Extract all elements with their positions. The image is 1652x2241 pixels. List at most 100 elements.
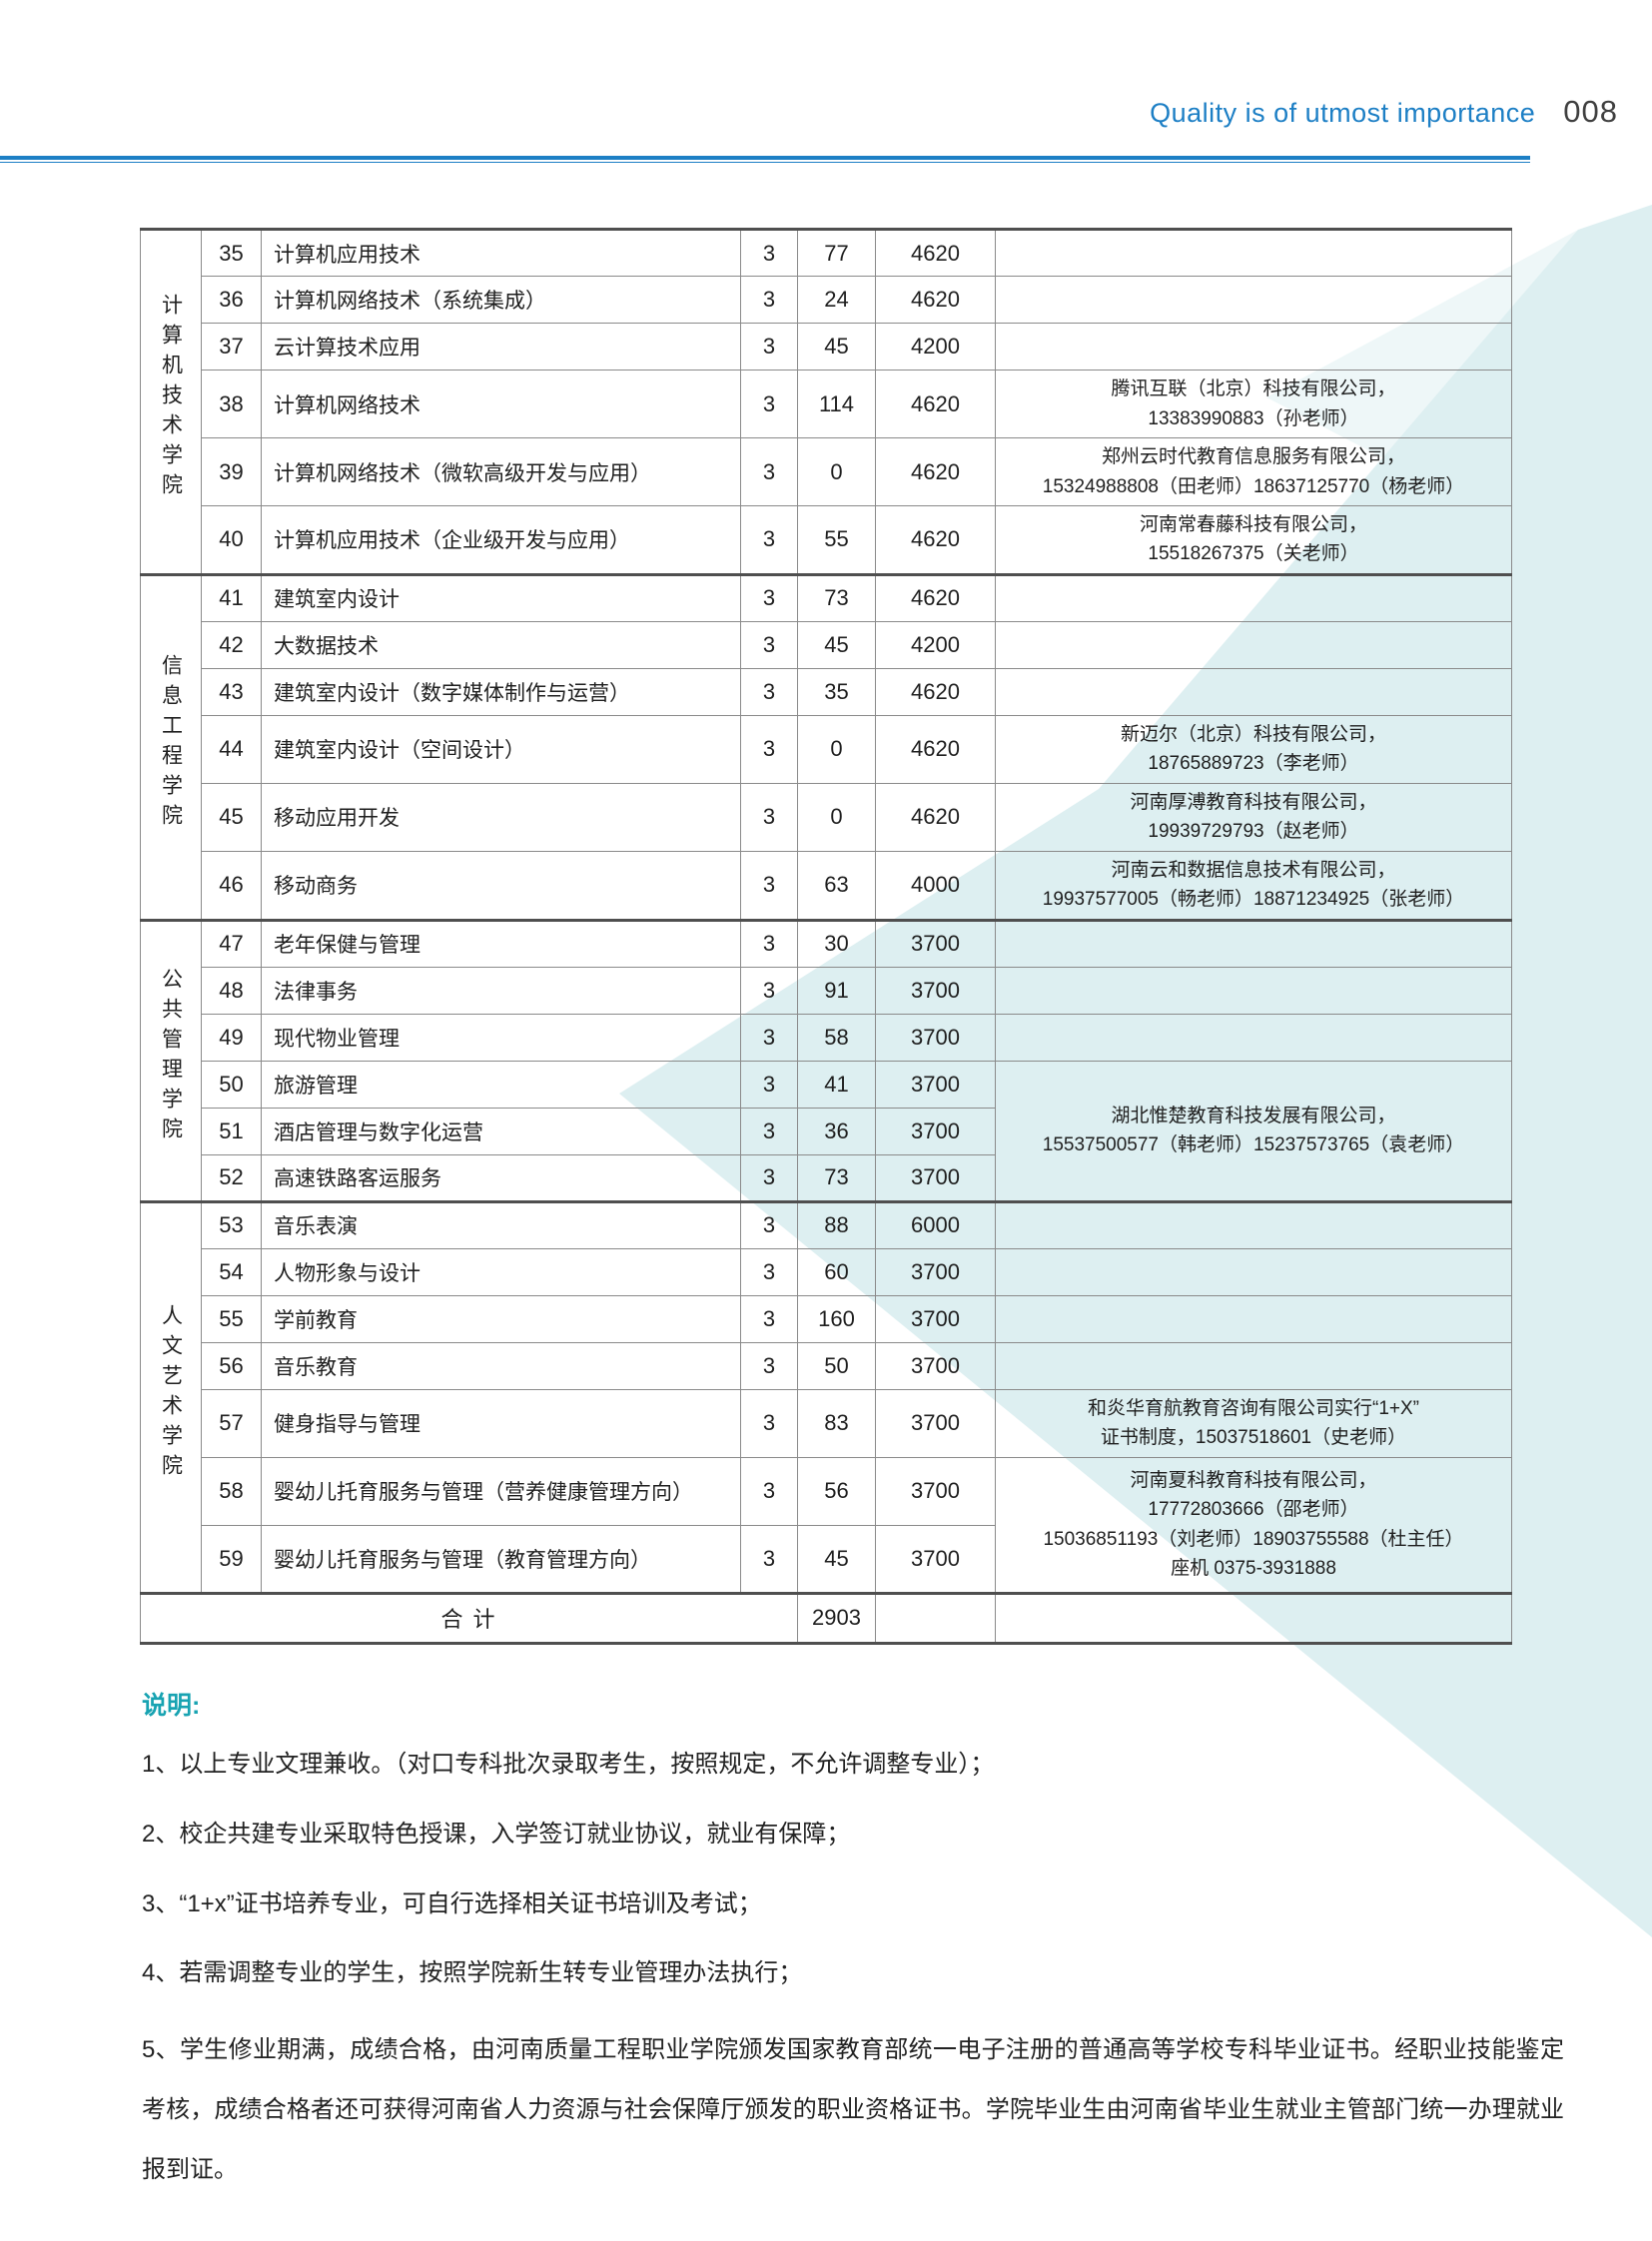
note-item: 2、校企共建专业采取特色授课，入学签订就业协议，就业有保障； (142, 1820, 851, 1848)
plan-count: 45 (797, 1524, 876, 1594)
study-years: 3 (740, 276, 798, 324)
table-row: 40 计算机应用技术（企业级开发与应用） 3 55 4620 河南常春藤科技有限… (141, 505, 1512, 575)
company-contact (995, 667, 1512, 716)
major-name: 建筑室内设计（数字媒体制作与运营） (261, 667, 741, 716)
table-row: 56 音乐教育 3 50 3700 (141, 1341, 1512, 1390)
plan-count: 160 (797, 1294, 876, 1343)
study-years: 3 (740, 437, 798, 506)
company-contact: 和炎华育航教育咨询有限公司实行“1+X” 证书制度，15037518601（史老… (995, 1388, 1512, 1458)
plan-count: 50 (797, 1341, 876, 1390)
plan-count: 56 (797, 1456, 876, 1526)
college-name: 信息工程学院 (159, 654, 183, 835)
row-number: 54 (201, 1247, 262, 1296)
tuition-fee: 4620 (875, 572, 996, 622)
row-number: 40 (201, 505, 262, 575)
company-contact (995, 229, 1512, 277)
row-number: 41 (201, 572, 262, 622)
plan-count: 77 (797, 229, 876, 277)
company-contact: 河南云和数据信息技术有限公司， 19937577005（畅老师）18871234… (995, 850, 1512, 921)
study-years: 3 (740, 620, 798, 669)
table-row: 37 云计算技术应用 3 45 4200 (141, 323, 1512, 371)
plan-count: 60 (797, 1247, 876, 1296)
study-years: 3 (740, 667, 798, 716)
tuition-fee: 3700 (875, 1456, 996, 1526)
page-header: Quality is of utmost importance 008 (1150, 94, 1618, 130)
tuition-fee: 3700 (875, 1013, 996, 1062)
row-number: 58 (201, 1456, 262, 1526)
tuition-fee: 4620 (875, 276, 996, 324)
note-item: 3、“1+x”证书培养专业，可自行选择相关证书培训及考试； (142, 1889, 762, 1917)
row-number: 56 (201, 1341, 262, 1390)
notes-section: 说明: 1、以上专业文理兼收。（对口专科批次录取考生，按照规定，不允许调整专业）… (142, 1686, 1564, 2200)
study-years: 3 (740, 505, 798, 575)
table-row: 46 移动商务 3 63 4000 河南云和数据信息技术有限公司， 199375… (141, 850, 1512, 921)
plan-count: 30 (797, 918, 876, 968)
company-contact (995, 1294, 1512, 1343)
company-contact (995, 276, 1512, 324)
plan-count: 114 (797, 370, 876, 438)
study-years: 3 (740, 1388, 798, 1458)
table-row: 42 大数据技术 3 45 4200 (141, 620, 1512, 669)
study-years: 3 (740, 1524, 798, 1594)
major-name: 学前教育 (261, 1294, 741, 1343)
plan-count: 55 (797, 505, 876, 575)
company-contact (995, 620, 1512, 669)
row-number: 57 (201, 1388, 262, 1458)
major-name: 音乐教育 (261, 1341, 741, 1390)
study-years: 3 (740, 782, 798, 852)
row-number: 51 (201, 1107, 262, 1155)
major-name: 音乐表演 (261, 1199, 741, 1249)
row-number: 37 (201, 323, 262, 371)
tuition-fee: 3700 (875, 1524, 996, 1594)
tuition-fee: 4200 (875, 620, 996, 669)
company-contact: 腾讯互联（北京）科技有限公司， 13383990883（孙老师） (995, 370, 1512, 438)
tuition-fee: 6000 (875, 1199, 996, 1249)
study-years: 3 (740, 1456, 798, 1526)
row-number: 48 (201, 966, 262, 1015)
table-row: 50 旅游管理 3 41 3700 湖北惟楚教育科技发展有限公司， 155375… (141, 1060, 1512, 1202)
study-years: 3 (740, 918, 798, 968)
major-name: 建筑室内设计（空间设计） (261, 714, 741, 784)
note-item: 1、以上专业文理兼收。（对口专科批次录取考生，按照规定，不允许调整专业）； (142, 1751, 995, 1778)
company-contact (995, 1341, 1512, 1390)
company-contact: 河南夏科教育科技有限公司， 17772803666（邵老师） 150368511… (995, 1456, 1512, 1594)
major-name: 酒店管理与数字化运营 (261, 1107, 741, 1155)
row-number: 45 (201, 782, 262, 852)
college-name-cell: 人文艺术学院 (140, 1199, 202, 1594)
tuition-fee: 3700 (875, 1153, 996, 1202)
tuition-fee: 4620 (875, 229, 996, 277)
major-name: 计算机应用技术 (261, 229, 741, 277)
page-number: 008 (1563, 94, 1618, 129)
major-name: 移动商务 (261, 850, 741, 921)
tuition-fee: 3700 (875, 1294, 996, 1343)
college-name-cell: 公共管理学院 (140, 918, 202, 1202)
major-name: 婴幼儿托育服务与管理（营养健康管理方向） (261, 1456, 741, 1526)
study-years: 3 (740, 1341, 798, 1390)
plan-count: 24 (797, 276, 876, 324)
company-contact: 郑州云时代教育信息服务有限公司， 15324988808（田老师）1863712… (995, 437, 1512, 506)
tuition-fee: 4620 (875, 782, 996, 852)
major-name: 大数据技术 (261, 620, 741, 669)
table-row: 38 计算机网络技术 3 114 4620 腾讯互联（北京）科技有限公司， 13… (141, 370, 1512, 438)
row-number: 59 (201, 1524, 262, 1594)
row-number: 38 (201, 370, 262, 438)
plan-count: 0 (797, 782, 876, 852)
study-years: 3 (740, 370, 798, 438)
college-name-cell: 计算机技术学院 (140, 229, 202, 575)
major-name: 建筑室内设计 (261, 572, 741, 622)
plan-count: 83 (797, 1388, 876, 1458)
major-name: 计算机应用技术（企业级开发与应用） (261, 505, 741, 575)
company-contact: 河南厚溥教育科技有限公司， 19939729793（赵老师） (995, 782, 1512, 852)
table-row: 59 婴幼儿托育服务与管理（教育管理方向） 3 45 3700 (141, 1524, 1512, 1594)
table-row: 公共管理学院 47 老年保健与管理 3 30 3700 (140, 918, 1512, 1202)
row-number: 49 (201, 1013, 262, 1062)
table-row: 57 健身指导与管理 3 83 3700 和炎华育航教育咨询有限公司实行“1+X… (141, 1388, 1512, 1458)
table-row: 39 计算机网络技术（微软高级开发与应用） 3 0 4620 郑州云时代教育信息… (141, 437, 1512, 506)
table-row: 51 酒店管理与数字化运营 3 36 3700 (141, 1107, 1512, 1155)
note-item: 4、若需调整专业的学生，按照学院新生转专业管理办法执行； (142, 1959, 803, 1987)
row-number: 35 (201, 229, 262, 277)
major-name: 旅游管理 (261, 1060, 741, 1109)
study-years: 3 (740, 1060, 798, 1109)
table-row: 54 人物形象与设计 3 60 3700 (141, 1247, 1512, 1296)
